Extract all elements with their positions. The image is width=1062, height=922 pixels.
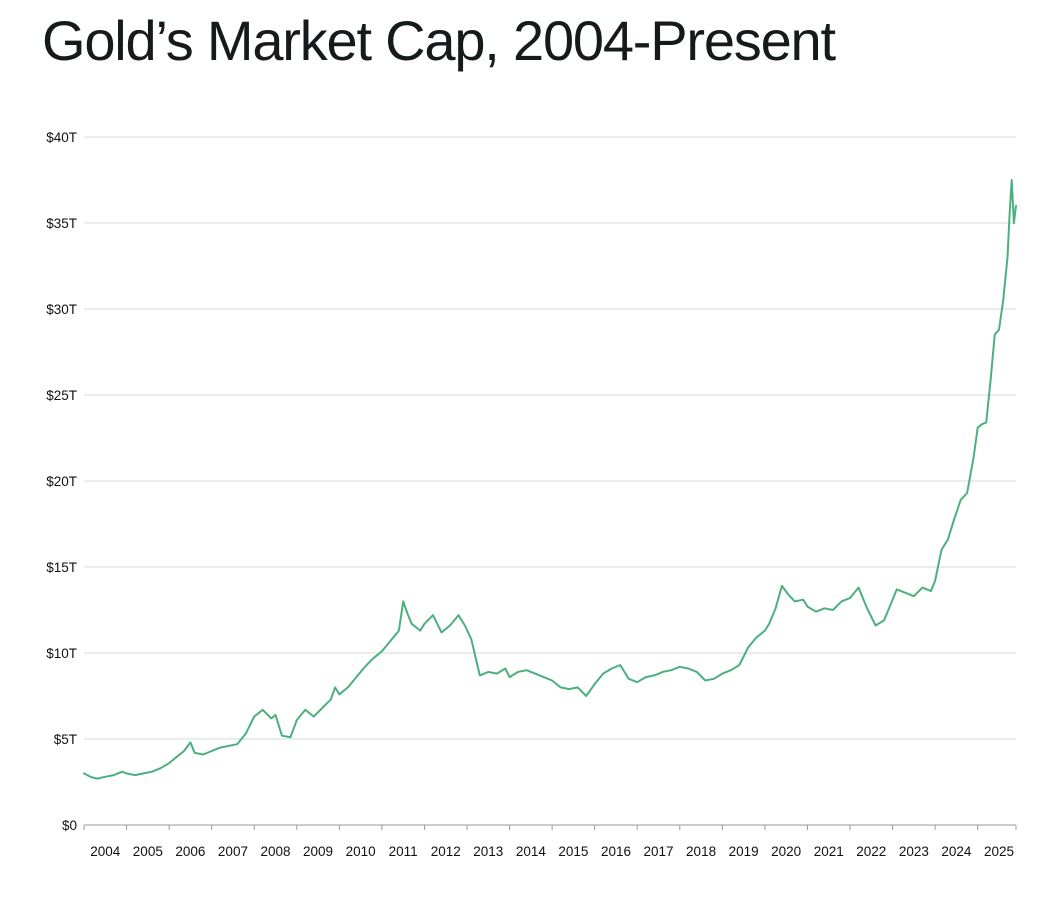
chart-title: Gold’s Market Cap, 2004-Present [42, 9, 836, 72]
x-tick-label: 2007 [218, 844, 248, 859]
x-tick-label: 2008 [260, 844, 290, 859]
y-tick-label: $30T [46, 302, 77, 317]
series-layer [83, 179, 1017, 780]
x-tick-label: 2010 [346, 844, 376, 859]
x-tick-label: 2024 [941, 844, 972, 859]
x-axis [83, 824, 1017, 830]
y-axis-tick-labels: $0 $5T $10T $15T $20T $25T $30T $35T $40T [46, 130, 77, 833]
y-tick-label: $0 [62, 818, 77, 833]
x-tick-label: 2018 [686, 844, 716, 859]
x-tick-label: 2011 [389, 844, 418, 859]
x-tick-label: 2005 [133, 844, 163, 859]
x-tick-label: 2012 [431, 844, 461, 859]
y-tick-label: $35T [46, 216, 77, 231]
x-tick-label: 2014 [516, 844, 547, 859]
x-tick-label: 2020 [771, 844, 801, 859]
gridlines [84, 136, 1016, 740]
x-tick-label: 2016 [601, 844, 631, 859]
x-axis-tick-labels: 2004 2005 2006 2007 2008 2009 2010 2011 2012 2013… [90, 844, 1014, 859]
x-tick-label: 2013 [473, 844, 503, 859]
x-tick-label: 2019 [729, 844, 759, 859]
x-tick-label: 2017 [643, 844, 673, 859]
series-line-0 [83, 179, 1017, 780]
x-tick-label: 2023 [899, 844, 929, 859]
y-tick-label: $40T [46, 130, 77, 145]
y-tick-label: $5T [54, 732, 77, 747]
x-tick-label: 2006 [175, 844, 205, 859]
x-tick-label: 2022 [856, 844, 886, 859]
x-tick-label: 2009 [303, 844, 333, 859]
x-tick-label: 2025 [984, 844, 1014, 859]
x-tick-label: 2015 [558, 844, 588, 859]
y-tick-label: $25T [46, 388, 77, 403]
y-tick-label: $20T [46, 474, 77, 489]
x-tick-label: 2004 [90, 844, 121, 859]
y-tick-label: $10T [46, 646, 77, 661]
x-tick-label: 2021 [814, 844, 844, 859]
y-tick-label: $15T [46, 560, 77, 575]
